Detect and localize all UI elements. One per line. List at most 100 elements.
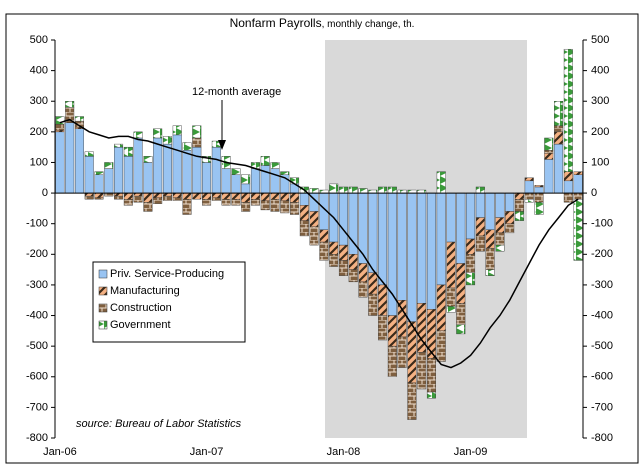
bar-segment xyxy=(446,241,456,289)
legend-swatch xyxy=(98,286,108,296)
bar-segment xyxy=(172,125,182,136)
bar-segment xyxy=(436,284,446,332)
y2-tick-label: 500 xyxy=(591,34,609,46)
bar-segment xyxy=(456,303,466,325)
y-tick-label: -600 xyxy=(26,371,48,383)
bar-segment xyxy=(514,192,524,200)
bar-segment xyxy=(397,192,407,301)
bar-segment xyxy=(387,186,397,194)
bar-segment xyxy=(172,192,182,198)
y2-tick-label: -300 xyxy=(591,279,613,291)
bar-segment xyxy=(133,195,143,203)
y-tick-label: -700 xyxy=(26,401,48,413)
legend-swatch xyxy=(98,269,108,279)
bar-segment xyxy=(378,186,388,194)
bar-segment xyxy=(94,171,104,175)
bar-segment xyxy=(114,143,124,148)
bar-segment xyxy=(270,198,280,212)
bar-segment xyxy=(485,247,495,270)
bar-segment xyxy=(192,192,202,200)
bar-segment xyxy=(524,198,534,203)
y2-tick-label: -200 xyxy=(591,248,613,260)
bar-segment xyxy=(104,168,114,194)
bar-segment xyxy=(534,186,544,194)
bar-segment xyxy=(495,217,505,234)
legend-label: Priv. Service-Producing xyxy=(110,268,224,280)
bar-segment xyxy=(436,171,446,194)
bar-segment xyxy=(84,151,94,157)
y-tick-label: -100 xyxy=(26,218,48,230)
bar-segment xyxy=(123,198,133,206)
bar-segment xyxy=(162,195,172,201)
bar-segment xyxy=(143,192,153,203)
bar-segment xyxy=(485,229,495,249)
bar-segment xyxy=(309,211,319,227)
chart-title: Nonfarm Payrolls, monthly change, th. xyxy=(230,16,415,30)
bar-segment xyxy=(426,192,436,310)
bar-segment xyxy=(573,174,583,194)
bar-segment xyxy=(172,197,182,201)
bar-segment xyxy=(123,156,133,194)
bar-segment xyxy=(475,192,485,218)
bar-segment xyxy=(114,195,124,200)
bar-segment xyxy=(290,177,300,185)
bar-segment xyxy=(524,180,534,194)
bar-segment xyxy=(563,192,573,203)
bar-segment xyxy=(260,192,270,201)
bar-segment xyxy=(514,211,524,221)
bar-segment xyxy=(192,137,202,148)
y2-tick-label: -500 xyxy=(591,340,613,352)
bar-segment xyxy=(387,315,397,347)
bar-segment xyxy=(74,128,84,194)
bar-segment xyxy=(309,188,319,194)
bar-segment xyxy=(456,192,466,264)
bar-segment xyxy=(495,192,505,218)
bar-segment xyxy=(436,330,446,362)
bar-segment xyxy=(446,306,456,313)
bar-segment xyxy=(378,192,388,286)
y-tick-label: -800 xyxy=(26,432,48,444)
y-tick-label: -200 xyxy=(26,248,48,260)
bar-segment xyxy=(338,260,348,276)
bar-segment xyxy=(426,391,436,399)
bar-segment xyxy=(182,198,192,215)
y-tick-label: 400 xyxy=(30,65,48,77)
bar-segment xyxy=(407,382,417,420)
bar-segment xyxy=(544,153,554,160)
bar-segment xyxy=(446,287,456,307)
bar-segment xyxy=(211,192,221,198)
bar-segment xyxy=(495,244,505,252)
bar-segment xyxy=(123,192,133,200)
bar-segment xyxy=(182,142,192,151)
bar-segment xyxy=(475,235,485,252)
x-tick-label: Jan-07 xyxy=(190,446,224,458)
bar-segment xyxy=(55,131,65,194)
bar-segment xyxy=(241,183,251,194)
bar-segment xyxy=(172,134,182,194)
bar-segment xyxy=(387,345,397,377)
bar-segment xyxy=(153,137,163,194)
bar-segment xyxy=(544,150,554,154)
legend-swatch xyxy=(98,320,108,330)
y-tick-label: 0 xyxy=(42,187,48,199)
bar-segment xyxy=(55,116,65,125)
bar-segment xyxy=(534,185,544,188)
y2-tick-label: 400 xyxy=(591,65,609,77)
bar-segment xyxy=(192,125,202,139)
bar-segment xyxy=(270,168,280,194)
x-tick-label: Jan-06 xyxy=(43,446,77,458)
bar-segment xyxy=(573,198,583,261)
bar-segment xyxy=(554,101,564,126)
bar-segment xyxy=(231,174,241,194)
bar-segment xyxy=(309,226,319,246)
bar-segment xyxy=(466,272,476,286)
bar-segment xyxy=(270,192,280,200)
bar-segment xyxy=(260,200,270,211)
bar-segment xyxy=(270,162,280,169)
bar-segment xyxy=(143,156,153,163)
bar-segment xyxy=(368,192,378,273)
bar-segment xyxy=(65,101,75,108)
bar-segment xyxy=(250,168,260,194)
legend-label: Construction xyxy=(110,302,172,314)
